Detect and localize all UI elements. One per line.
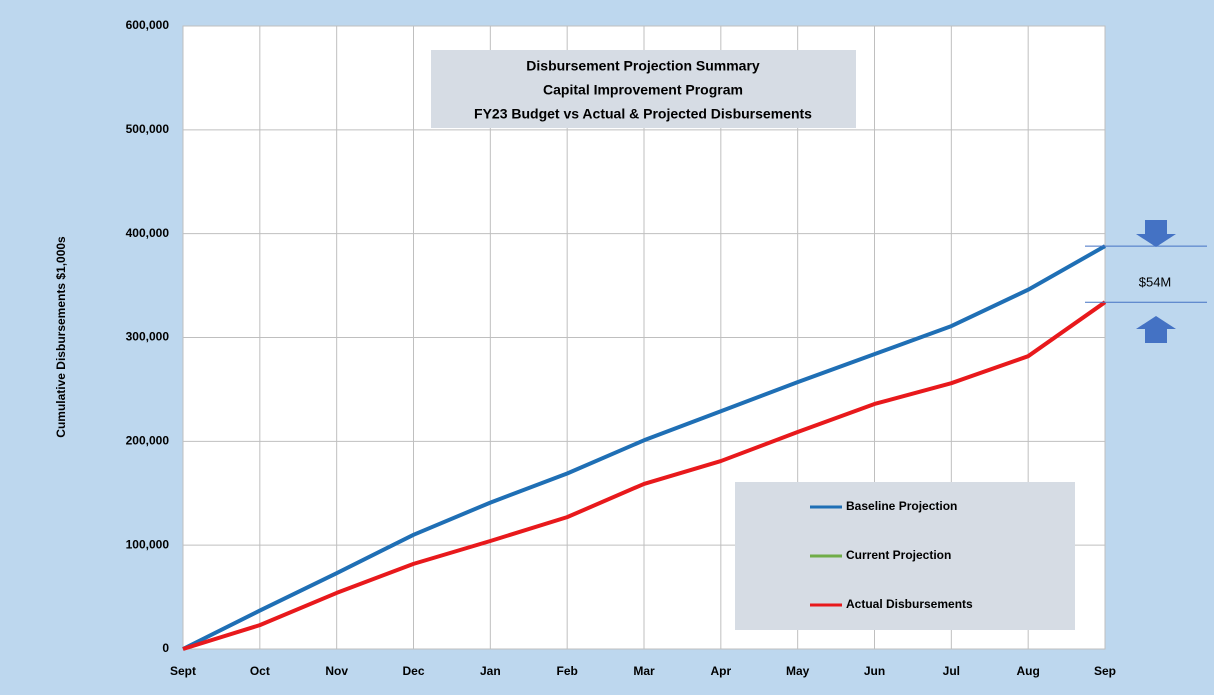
legend-items: Baseline Projection Current Projection Act… xyxy=(810,499,973,611)
chart-title: FY23 Budget vs Actual & Projected Disbur… xyxy=(474,106,812,122)
series-line xyxy=(182,300,1107,651)
chart-title: Disbursement Projection Summary xyxy=(526,58,760,74)
x-tick-label: Aug xyxy=(1017,664,1040,678)
x-tick-label: Apr xyxy=(710,664,731,678)
x-tick-label: Jun xyxy=(864,664,885,678)
plot-border xyxy=(182,25,1106,650)
x-tick-label: Mar xyxy=(633,664,655,678)
legend-label: Current Projection xyxy=(846,548,951,562)
y-tick-label: 0 xyxy=(162,641,169,655)
y-tick-label: 600,000 xyxy=(126,18,170,32)
arrow-up xyxy=(1136,316,1176,343)
y-axis-label: Cumulative Disbursements $1,000s xyxy=(54,236,68,438)
y-tick-label: 400,000 xyxy=(126,226,170,240)
y-tick-label: 300,000 xyxy=(126,330,170,344)
legend xyxy=(735,482,1075,630)
legend-label: Baseline Projection xyxy=(846,499,957,513)
x-tick-label: Nov xyxy=(325,664,348,678)
lines xyxy=(182,244,1107,651)
x-tick-label: Sep xyxy=(1094,664,1116,678)
x-tick-label: Sept xyxy=(170,664,196,678)
arrow-down xyxy=(1136,220,1176,247)
x-tick-label: May xyxy=(786,664,810,678)
y-tick-label: 100,000 xyxy=(126,537,170,551)
chart-title: Capital Improvement Program xyxy=(543,82,743,98)
x-tick-label: Jan xyxy=(480,664,501,678)
x-tick-label: Jul xyxy=(943,664,960,678)
x-tick-label: Oct xyxy=(250,664,270,678)
annotation: $54M xyxy=(1139,274,1172,289)
legend-label: Actual Disbursements xyxy=(846,597,973,611)
x-tick-label: Dec xyxy=(402,664,424,678)
series-line xyxy=(182,244,1106,651)
y-tick-label: 500,000 xyxy=(126,122,170,136)
title-box xyxy=(431,50,856,128)
x-tick-label: Feb xyxy=(556,664,577,678)
y-tick-label: 200,000 xyxy=(126,434,170,448)
